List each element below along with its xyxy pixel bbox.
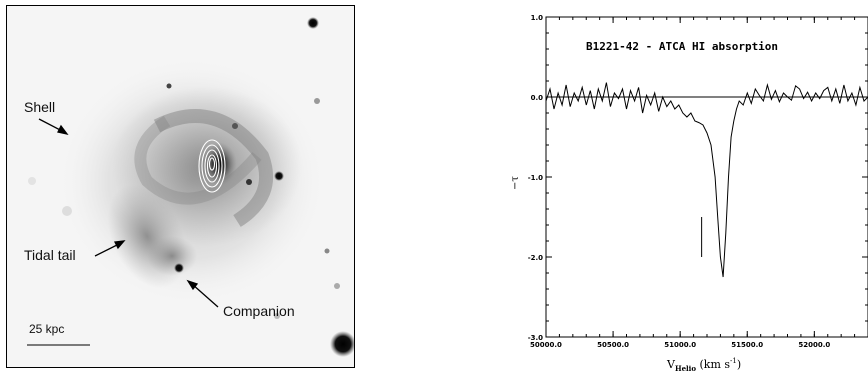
bright-star [330, 331, 354, 357]
x-axis-label-main: V [666, 358, 676, 371]
hi-absorption-chart: B1221-42 - ATCA HI absorption 1.0 0.0 -1.0… [510, 14, 868, 373]
spiral-arm-2 [134, 115, 262, 205]
x-axis-label-sup: -1 [730, 357, 737, 365]
star [166, 83, 172, 89]
star [28, 177, 36, 185]
x-tick-label: 51500.0 [731, 341, 763, 349]
star [307, 17, 319, 29]
x-axis-label: VHelio (km s-1) [666, 357, 741, 373]
spectrum-series-line [545, 82, 868, 278]
star [334, 283, 340, 289]
x-tick-label: 52000.0 [798, 341, 830, 349]
star [232, 123, 238, 129]
companion-arrow [191, 283, 219, 308]
y-tick-label: -2.0 [528, 254, 543, 262]
x-axis-label-close: ) [737, 358, 741, 371]
star [274, 313, 280, 319]
tail-knot [147, 236, 197, 276]
galaxy-image [7, 6, 354, 367]
annotation-arrows [38, 118, 219, 308]
tidal-tail-label: Tidal tail [24, 247, 76, 263]
shell-label: Shell [24, 99, 56, 115]
y-axis-label: −τ [510, 176, 521, 190]
star [314, 98, 320, 104]
star [274, 171, 284, 181]
spiral-arm-1 [153, 109, 274, 227]
companion-label: Companion [223, 303, 295, 319]
companion-galaxy [174, 263, 184, 273]
hi-contours [198, 139, 226, 193]
y-tick-label: 1.0 [531, 14, 544, 22]
y-tick-label: -1.0 [528, 174, 543, 182]
y-tick-label: 0.0 [531, 94, 544, 102]
x-axis-label-sub: Helio [675, 364, 696, 373]
x-tick-label: 50500.0 [597, 341, 629, 349]
x-tick-label: 51000.0 [664, 341, 696, 349]
chart-title: B1221-42 - ATCA HI absorption [586, 40, 778, 53]
galaxy-image-panel: Shell Tidal tail Companion 25 kpc [6, 5, 355, 368]
star [324, 248, 330, 254]
star [62, 206, 72, 216]
x-axis-label-units: (km s [696, 358, 730, 371]
plot-frame [545, 16, 868, 338]
star [246, 179, 252, 185]
hi-absorption-spectrum-panel: B1221-42 - ATCA HI absorption 1.0 0.0 -1.0… [505, 10, 868, 374]
scale-bar-label: 25 kpc [29, 322, 65, 336]
x-tick-label: 50000.0 [530, 341, 562, 349]
y-tick-label: -3.0 [528, 334, 543, 342]
